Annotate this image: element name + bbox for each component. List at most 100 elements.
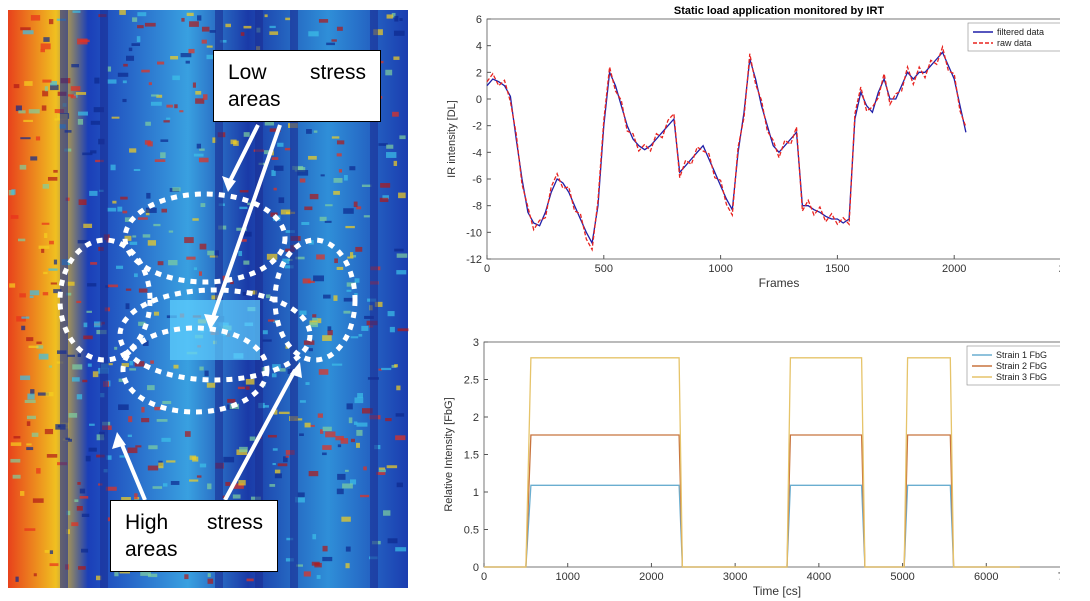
texture-spot	[145, 207, 157, 213]
texture-spot	[350, 438, 355, 443]
texture-spot	[174, 104, 178, 109]
image-stripe	[370, 10, 378, 588]
texture-spot	[76, 394, 83, 400]
texture-spot	[354, 397, 364, 404]
y-tick-label: 0	[473, 562, 479, 574]
texture-spot	[137, 12, 147, 17]
texture-spot	[118, 404, 129, 411]
texture-spot	[345, 225, 355, 229]
texture-spot	[64, 130, 72, 133]
texture-spot	[172, 75, 180, 81]
texture-spot	[201, 26, 210, 32]
texture-spot	[117, 72, 129, 77]
texture-spot	[10, 215, 19, 219]
texture-spot	[26, 443, 32, 446]
texture-spot	[322, 445, 332, 450]
texture-spot	[316, 254, 325, 260]
texture-spot	[381, 367, 392, 371]
texture-spot	[95, 575, 102, 581]
texture-spot	[132, 17, 138, 22]
y-tick-label: -12	[466, 254, 482, 266]
texture-spot	[78, 199, 87, 205]
texture-spot	[31, 432, 39, 437]
texture-spot	[20, 491, 25, 496]
texture-spot	[141, 69, 150, 73]
texture-spot	[152, 486, 163, 489]
texture-spot	[396, 482, 403, 488]
texture-spot	[341, 516, 351, 522]
texture-spot	[269, 128, 281, 132]
texture-spot	[54, 118, 60, 121]
texture-spot	[18, 110, 26, 114]
texture-spot	[343, 297, 354, 302]
texture-spot	[295, 496, 305, 503]
texture-spot	[134, 273, 138, 278]
texture-spot	[78, 111, 88, 116]
texture-spot	[392, 111, 399, 117]
texture-spot	[193, 267, 198, 271]
texture-spot	[29, 295, 34, 299]
texture-spot	[92, 371, 99, 378]
texture-spot	[314, 562, 322, 568]
texture-spot	[225, 23, 231, 28]
texture-spot	[121, 363, 129, 368]
texture-spot	[126, 55, 135, 61]
texture-spot	[137, 217, 148, 220]
texture-spot	[151, 94, 159, 97]
texture-spot	[47, 176, 58, 181]
legend-label: filtered data	[997, 27, 1044, 37]
texture-spot	[72, 10, 81, 13]
image-texture	[8, 10, 409, 588]
texture-spot	[37, 392, 49, 396]
texture-spot	[267, 434, 277, 438]
texture-spot	[70, 86, 81, 91]
series-line	[484, 434, 1020, 568]
texture-spot	[309, 322, 319, 328]
x-axis-label: Time [cs]	[753, 584, 801, 598]
texture-spot	[318, 19, 329, 23]
texture-spot	[236, 449, 248, 456]
texture-spot	[180, 53, 192, 58]
texture-spot	[112, 200, 117, 204]
texture-spot	[88, 447, 97, 452]
texture-spot	[336, 140, 345, 145]
texture-spot	[387, 311, 395, 317]
texture-spot	[122, 98, 127, 103]
texture-spot	[48, 365, 52, 368]
texture-spot	[12, 474, 21, 479]
texture-spot	[346, 289, 352, 292]
texture-spot	[319, 216, 327, 222]
texture-spot	[363, 466, 367, 471]
x-tick-label: 0	[481, 571, 487, 583]
texture-spot	[393, 30, 405, 36]
texture-spot	[141, 406, 145, 413]
texture-spot	[124, 235, 132, 241]
chart-top: 0 500 1000 1500 2000 2500 -12 -10 -8 -6 -4 -2 0 2 4 6 St…	[446, 5, 1060, 290]
texture-spot	[192, 218, 199, 221]
texture-spot	[320, 174, 325, 177]
texture-spot	[90, 120, 101, 125]
y-axis-label: IR intensity [DL]	[446, 100, 458, 178]
texture-spot	[323, 294, 331, 299]
texture-spot	[156, 94, 163, 98]
y-tick-label: -4	[472, 147, 482, 159]
texture-spot	[286, 537, 294, 541]
texture-spot	[138, 288, 148, 293]
texture-spot	[48, 19, 54, 25]
texture-spot	[207, 250, 215, 256]
texture-spot	[129, 360, 133, 366]
y-tick-label: 1.5	[464, 450, 479, 462]
texture-spot	[78, 566, 86, 570]
texture-spot	[241, 231, 252, 237]
dotted-ellipses	[57, 191, 358, 415]
texture-spot	[70, 95, 77, 99]
texture-spot	[77, 239, 88, 244]
texture-spot	[19, 293, 26, 298]
texture-spot	[353, 201, 358, 208]
texture-spot	[82, 152, 93, 156]
texture-spot	[107, 66, 112, 72]
texture-spot	[83, 335, 93, 340]
texture-spot	[394, 248, 404, 252]
texture-spot	[121, 496, 131, 502]
texture-spot	[264, 120, 275, 126]
